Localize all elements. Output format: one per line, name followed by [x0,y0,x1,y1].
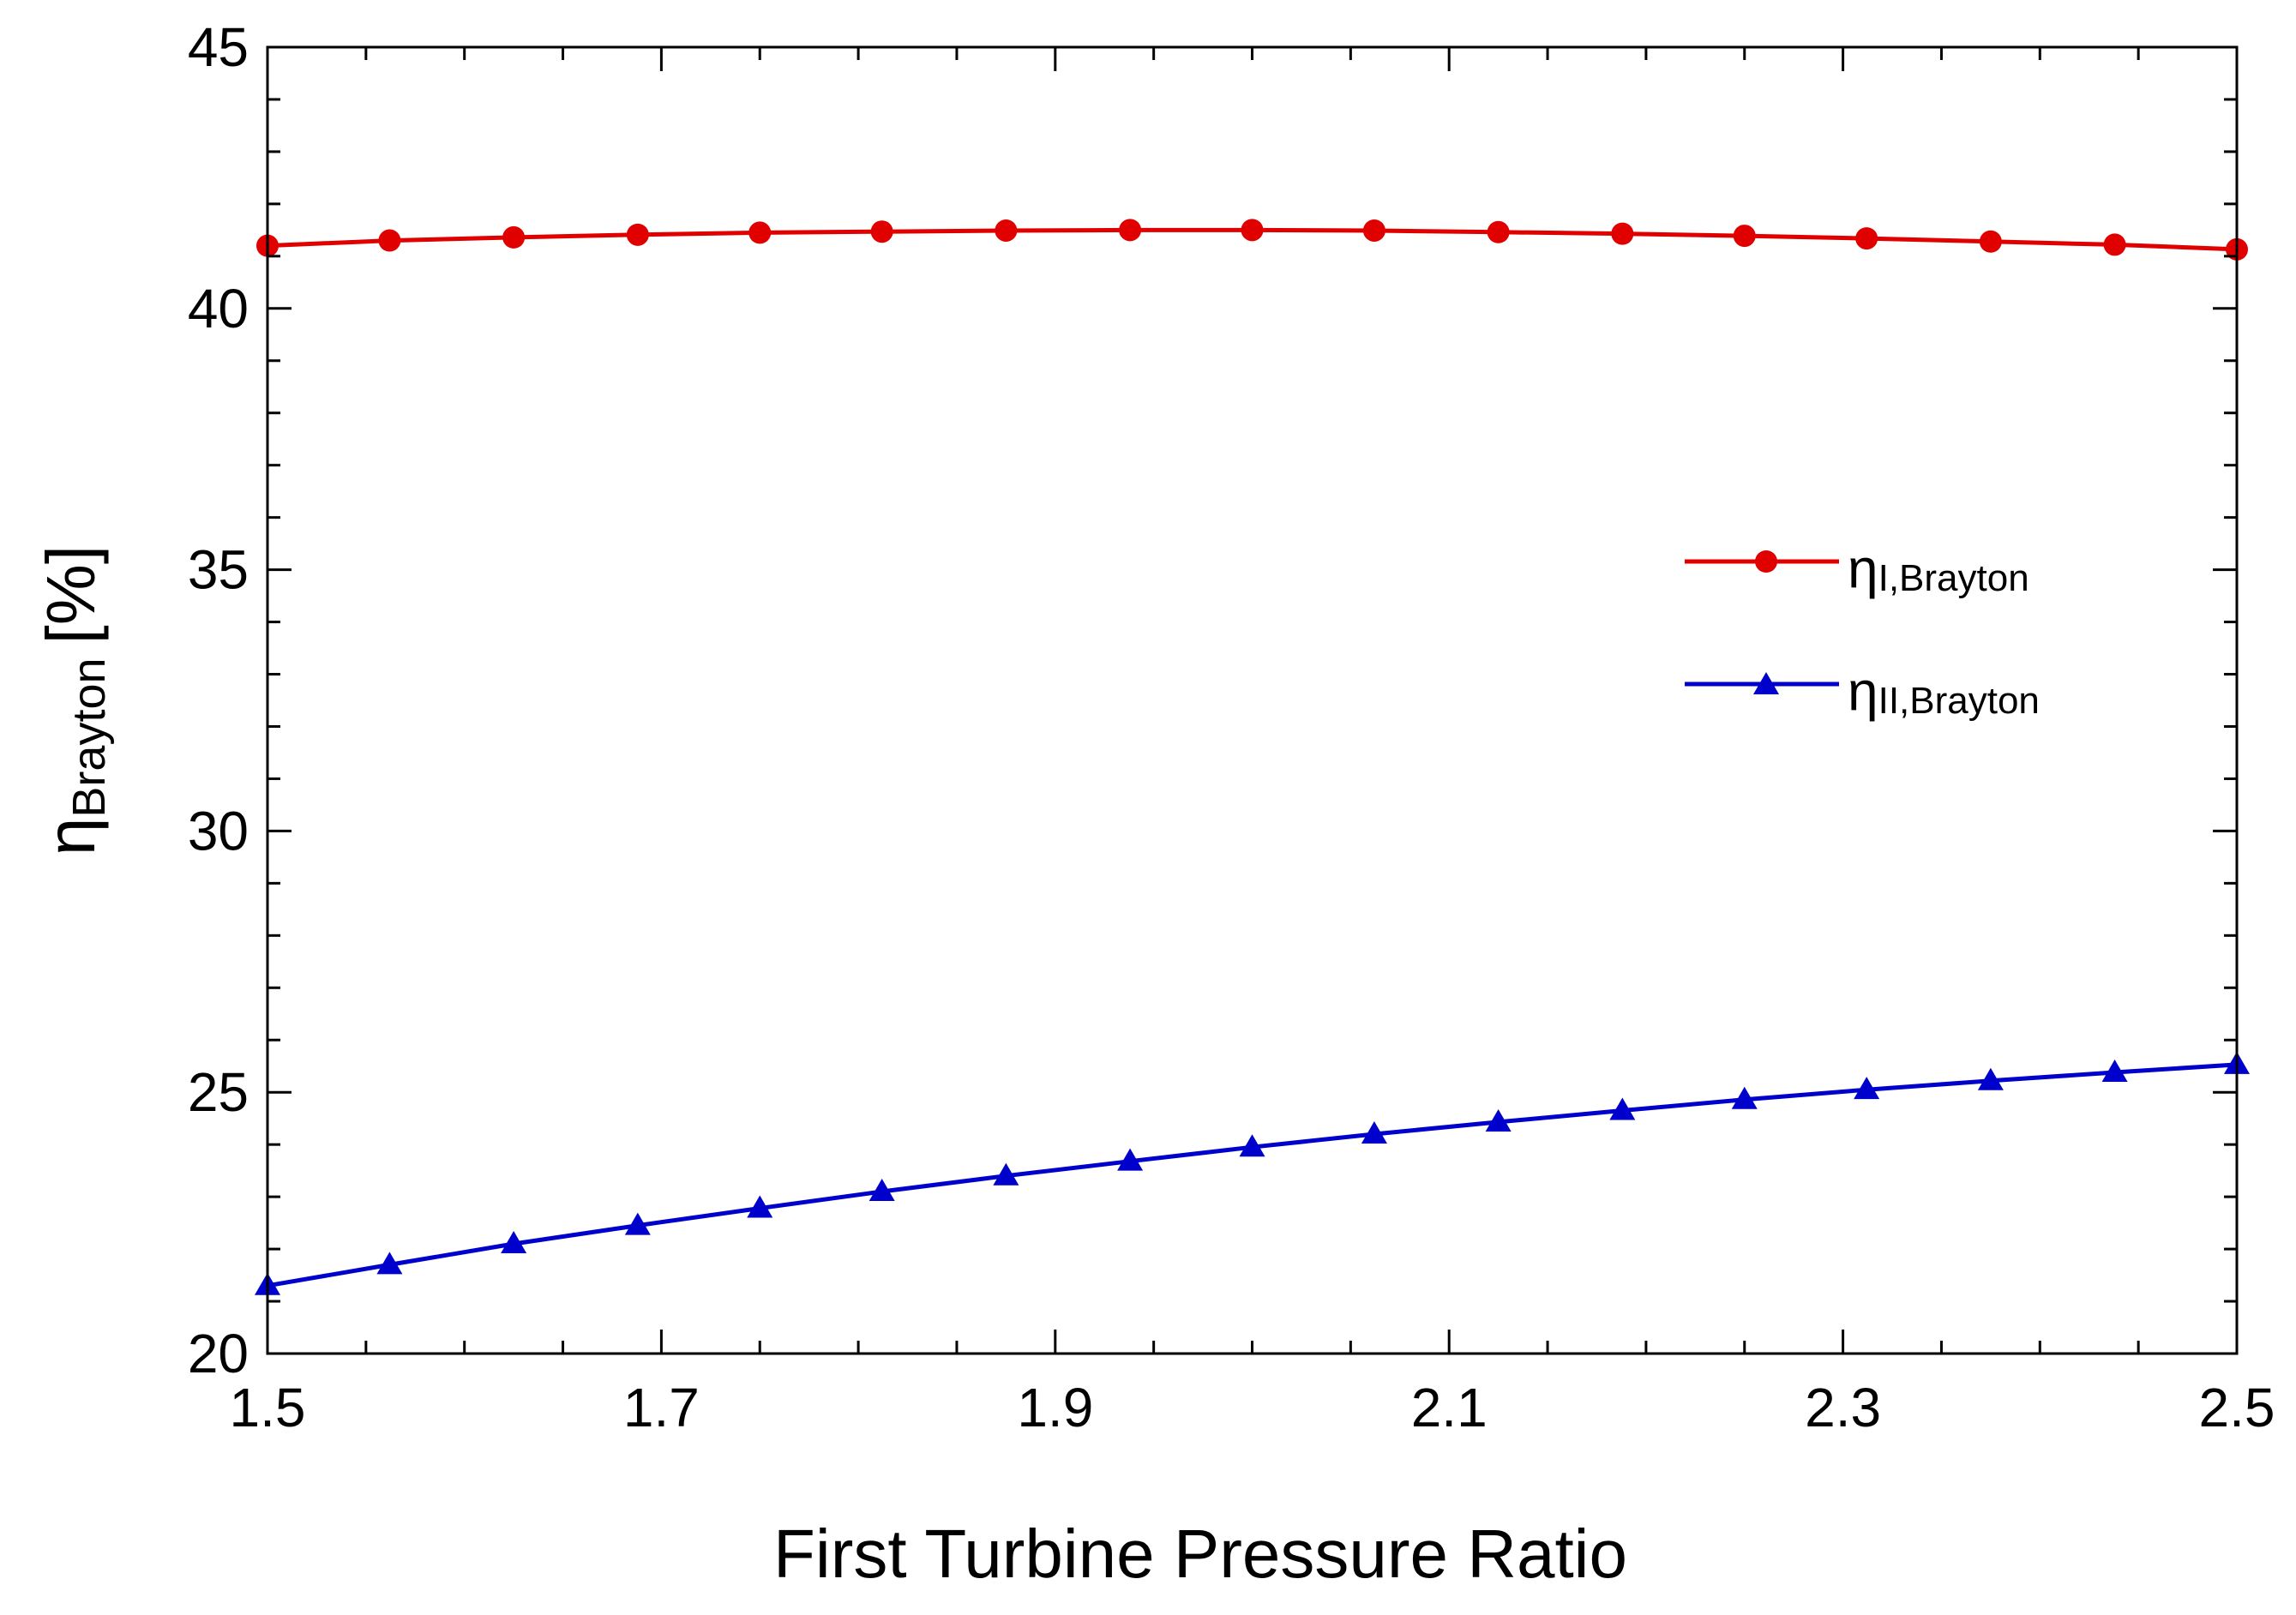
data-point-series-2 [993,1162,1019,1186]
legend-entry-series-2: ηII,Brayton [1685,660,2040,722]
y-axis-subscript: Brayton [63,657,115,817]
tick-marks-layer [266,45,2239,1355]
data-point-series-2 [1361,1120,1387,1144]
tick-labels-layer: 1.5 1.7 1.9 2.1 2.3 2.5 20 25 30 35 40 45 [188,16,2275,1438]
legend-entry-series-1: ηI,Brayton [1685,537,2029,599]
legend-marker-series-1 [1755,550,1777,573]
data-point-series-2 [1239,1134,1265,1157]
data-point-series-1 [870,220,893,243]
legend-label-series-1: ηI,Brayton [1848,537,2029,599]
data-point-series-1 [1241,219,1264,242]
data-point-series-1 [1611,222,1634,245]
legend: ηI,Brayton ηII,Brayton [1685,537,2040,722]
legend-symbol-series-1: η [1848,537,1878,599]
x-tick-label: 2.5 [2199,1377,2275,1438]
y-tick-label: 25 [188,1061,249,1123]
data-point-series-1 [1979,230,2002,253]
y-tick-label: 35 [188,539,249,601]
x-tick-label: 1.7 [623,1377,700,1438]
data-point-series-2 [1117,1148,1144,1171]
legend-marker-series-2 [1753,672,1779,694]
data-point-series-1 [1487,220,1510,243]
data-point-series-1 [626,223,649,246]
data-point-series-1 [1855,227,1878,250]
plot-series-layer [255,219,2250,1295]
y-axis-symbol: η [33,818,109,856]
data-point-series-2 [1977,1067,2004,1090]
y-tick-label: 30 [188,800,249,862]
data-point-series-2 [1485,1108,1512,1132]
x-axis-title: First Turbine Pressure Ratio [773,1516,1627,1592]
y-axis-unit: [%] [33,545,109,645]
x-tick-label: 1.9 [1017,1377,1093,1438]
legend-label-series-2: ηII,Brayton [1848,660,2040,722]
data-point-series-2 [501,1230,527,1253]
legend-symbol-series-2: η [1848,660,1878,722]
legend-subscript-series-1: I,Brayton [1878,557,2029,599]
x-tick-label: 2.1 [1411,1377,1488,1438]
y-axis-title: ηBrayton [%] [33,545,115,856]
data-point-series-2 [1609,1097,1636,1120]
y-tick-label: 20 [188,1323,249,1384]
y-tick-label: 40 [188,278,249,339]
x-tick-label: 1.5 [230,1377,306,1438]
data-point-series-1 [1119,219,1142,242]
data-point-series-2 [869,1179,895,1202]
data-point-series-1 [2103,233,2126,256]
data-point-series-2 [1731,1086,1758,1109]
data-point-series-1 [1733,225,1756,248]
legend-subscript-series-2: II,Brayton [1878,680,2040,722]
data-point-series-2 [747,1195,773,1218]
data-point-series-1 [502,225,526,249]
data-point-series-1 [1362,219,1385,242]
y-tick-label: 45 [188,16,249,78]
data-point-series-2 [2101,1060,2128,1083]
x-tick-label: 2.3 [1805,1377,1881,1438]
data-point-series-1 [748,221,772,244]
data-point-series-1 [378,229,401,252]
data-point-series-1 [995,219,1018,242]
data-point-series-2 [376,1252,403,1275]
data-point-series-2 [1854,1077,1880,1100]
data-point-series-2 [624,1212,651,1235]
